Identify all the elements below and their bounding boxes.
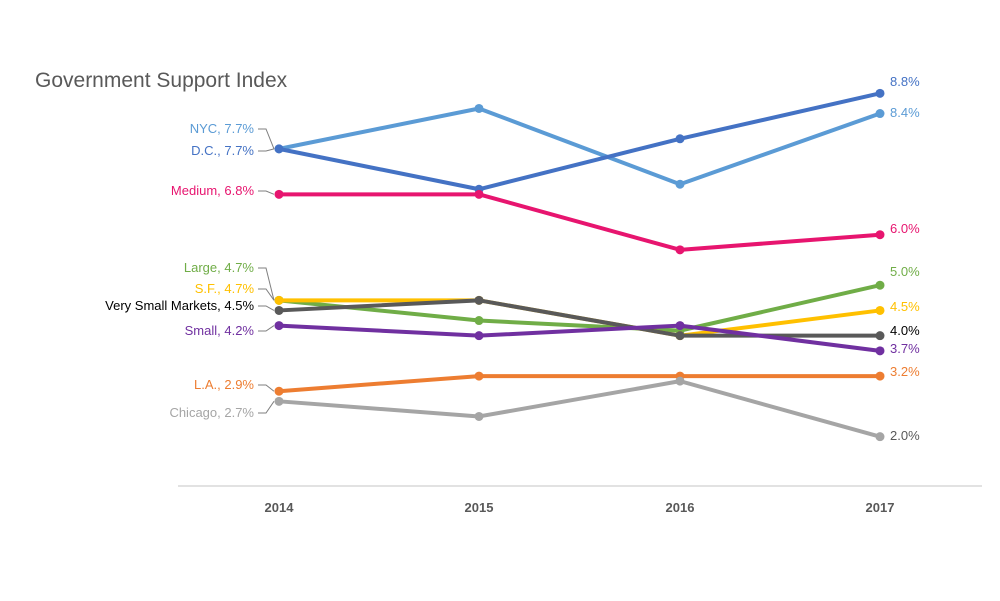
x-tick-2016: 2016	[666, 500, 695, 515]
series-line-l-a	[277, 374, 882, 394]
point-very-small-markets-2015	[474, 295, 484, 305]
data-labels: NYC, 7.7% 8.4% D.C., 7.7% 8.8% Medium, 6.8% 6…	[105, 74, 920, 443]
point-d-c-2016	[675, 134, 685, 144]
point-s-f-2017	[875, 305, 885, 315]
start-label-l-a: L.A., 2.9%	[194, 377, 254, 392]
start-label-nyc: NYC, 7.7%	[190, 121, 255, 136]
point-small-2014	[274, 321, 284, 331]
point-small-2015	[474, 331, 484, 341]
series-line-large	[277, 283, 882, 333]
end-label-l-a: 3.2%	[890, 364, 920, 379]
end-label-medium: 6.0%	[890, 221, 920, 236]
point-d-c-2017	[875, 88, 885, 98]
x-tick-labels: 2014 2015 2016 2017	[265, 500, 895, 515]
end-label-s-f: 4.5%	[890, 299, 920, 314]
start-label-small: Small, 4.2%	[185, 323, 255, 338]
leader-line-large	[258, 267, 275, 301]
point-medium-2016	[675, 245, 685, 255]
point-very-small-markets-2014	[274, 305, 284, 315]
leader-line-small	[258, 325, 275, 332]
end-label-nyc: 8.4%	[890, 105, 920, 120]
x-tick-2014: 2014	[265, 500, 295, 515]
start-label-s-f: S.F., 4.7%	[195, 281, 255, 296]
point-large-2017	[875, 280, 885, 290]
point-s-f-2014	[274, 295, 284, 305]
leader-line-d-c	[258, 148, 275, 152]
leader-line-s-f	[258, 288, 275, 301]
point-l-a-2014	[274, 386, 284, 396]
end-label-chicago: 2.0%	[890, 428, 920, 443]
start-label-large: Large, 4.7%	[184, 260, 255, 275]
leader-line-medium	[258, 190, 275, 195]
start-label-medium: Medium, 6.8%	[171, 183, 255, 198]
point-chicago-2014	[274, 396, 284, 406]
end-label-small: 3.7%	[890, 341, 920, 356]
point-medium-2017	[875, 230, 885, 240]
leader-line-very-small-markets	[258, 305, 275, 311]
point-very-small-markets-2016	[675, 331, 685, 341]
end-label-very-small-markets: 4.0%	[890, 323, 920, 338]
series-line-d-c	[277, 91, 882, 192]
end-label-large: 5.0%	[890, 264, 920, 279]
point-small-2017	[875, 346, 885, 356]
series-line-very-small-markets	[277, 298, 882, 338]
leader-line-l-a	[258, 384, 275, 392]
start-label-chicago: Chicago, 2.7%	[169, 405, 254, 420]
series-line-chicago	[277, 379, 882, 439]
point-nyc-2015	[474, 103, 484, 113]
leader-line-nyc	[258, 128, 275, 150]
point-very-small-markets-2017	[875, 331, 885, 341]
end-label-d-c: 8.8%	[890, 74, 920, 89]
point-l-a-2015	[474, 371, 484, 381]
point-d-c-2014	[274, 144, 284, 154]
start-label-d-c: D.C., 7.7%	[191, 143, 254, 158]
point-large-2015	[474, 316, 484, 326]
point-small-2016	[675, 321, 685, 331]
x-tick-2017: 2017	[866, 500, 895, 515]
series-line-nyc	[277, 106, 882, 187]
chart-title: Government Support Index	[35, 69, 288, 92]
point-chicago-2017	[875, 432, 885, 442]
point-chicago-2015	[474, 411, 484, 421]
series-line-small	[277, 323, 882, 353]
point-nyc-2017	[875, 109, 885, 119]
x-tick-2015: 2015	[465, 500, 494, 515]
point-medium-2015	[474, 189, 484, 199]
point-chicago-2016	[675, 376, 685, 386]
leader-line-chicago	[258, 401, 275, 414]
point-medium-2014	[274, 189, 284, 199]
point-l-a-2017	[875, 371, 885, 381]
start-label-very-small-markets: Very Small Markets, 4.5%	[105, 298, 254, 313]
series-lines	[274, 88, 885, 442]
point-nyc-2016	[675, 179, 685, 189]
series-line-medium	[277, 192, 882, 252]
